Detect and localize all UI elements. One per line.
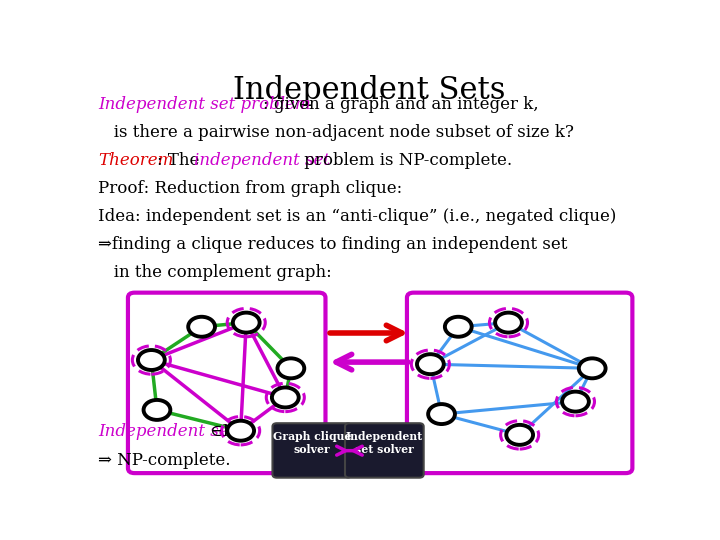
Text: problem is NP-complete.: problem is NP-complete. xyxy=(299,152,512,169)
Circle shape xyxy=(188,317,215,337)
Text: in the complement graph:: in the complement graph: xyxy=(99,264,332,281)
Circle shape xyxy=(579,359,606,379)
Circle shape xyxy=(417,354,444,374)
FancyBboxPatch shape xyxy=(407,293,632,473)
Text: Idea: independent set is an “anti-clique” (i.e., negated clique): Idea: independent set is an “anti-clique… xyxy=(99,208,617,225)
Text: ∈NP: ∈NP xyxy=(204,423,248,440)
Circle shape xyxy=(506,425,533,445)
Text: Proof: Reduction from graph clique:: Proof: Reduction from graph clique: xyxy=(99,180,402,197)
Circle shape xyxy=(228,421,254,441)
Circle shape xyxy=(233,313,260,333)
Text: Graph clique
solver: Graph clique solver xyxy=(273,431,351,455)
Circle shape xyxy=(277,359,305,379)
Circle shape xyxy=(428,404,455,424)
Text: Independent
set solver: Independent set solver xyxy=(346,431,423,455)
Text: Independent set: Independent set xyxy=(99,423,235,440)
FancyBboxPatch shape xyxy=(272,423,351,478)
Text: ⇒finding a clique reduces to finding an independent set: ⇒finding a clique reduces to finding an … xyxy=(99,235,568,253)
Circle shape xyxy=(495,313,522,333)
Text: is there a pairwise non-adjacent node subset of size k?: is there a pairwise non-adjacent node su… xyxy=(99,124,575,141)
FancyBboxPatch shape xyxy=(128,293,325,473)
Circle shape xyxy=(562,392,589,411)
Text: Independent set problem: Independent set problem xyxy=(99,97,311,113)
Text: independent set: independent set xyxy=(194,152,330,169)
Text: Theorem: Theorem xyxy=(99,152,174,169)
Circle shape xyxy=(138,350,165,370)
FancyBboxPatch shape xyxy=(345,423,423,478)
Circle shape xyxy=(445,317,472,337)
Text: ⇒ NP-complete.: ⇒ NP-complete. xyxy=(99,453,231,469)
Text: : given a graph and an integer k,: : given a graph and an integer k, xyxy=(264,97,539,113)
Text: : The: : The xyxy=(157,152,204,169)
Circle shape xyxy=(272,388,299,407)
Text: Independent Sets: Independent Sets xyxy=(233,75,505,106)
Circle shape xyxy=(143,400,171,420)
